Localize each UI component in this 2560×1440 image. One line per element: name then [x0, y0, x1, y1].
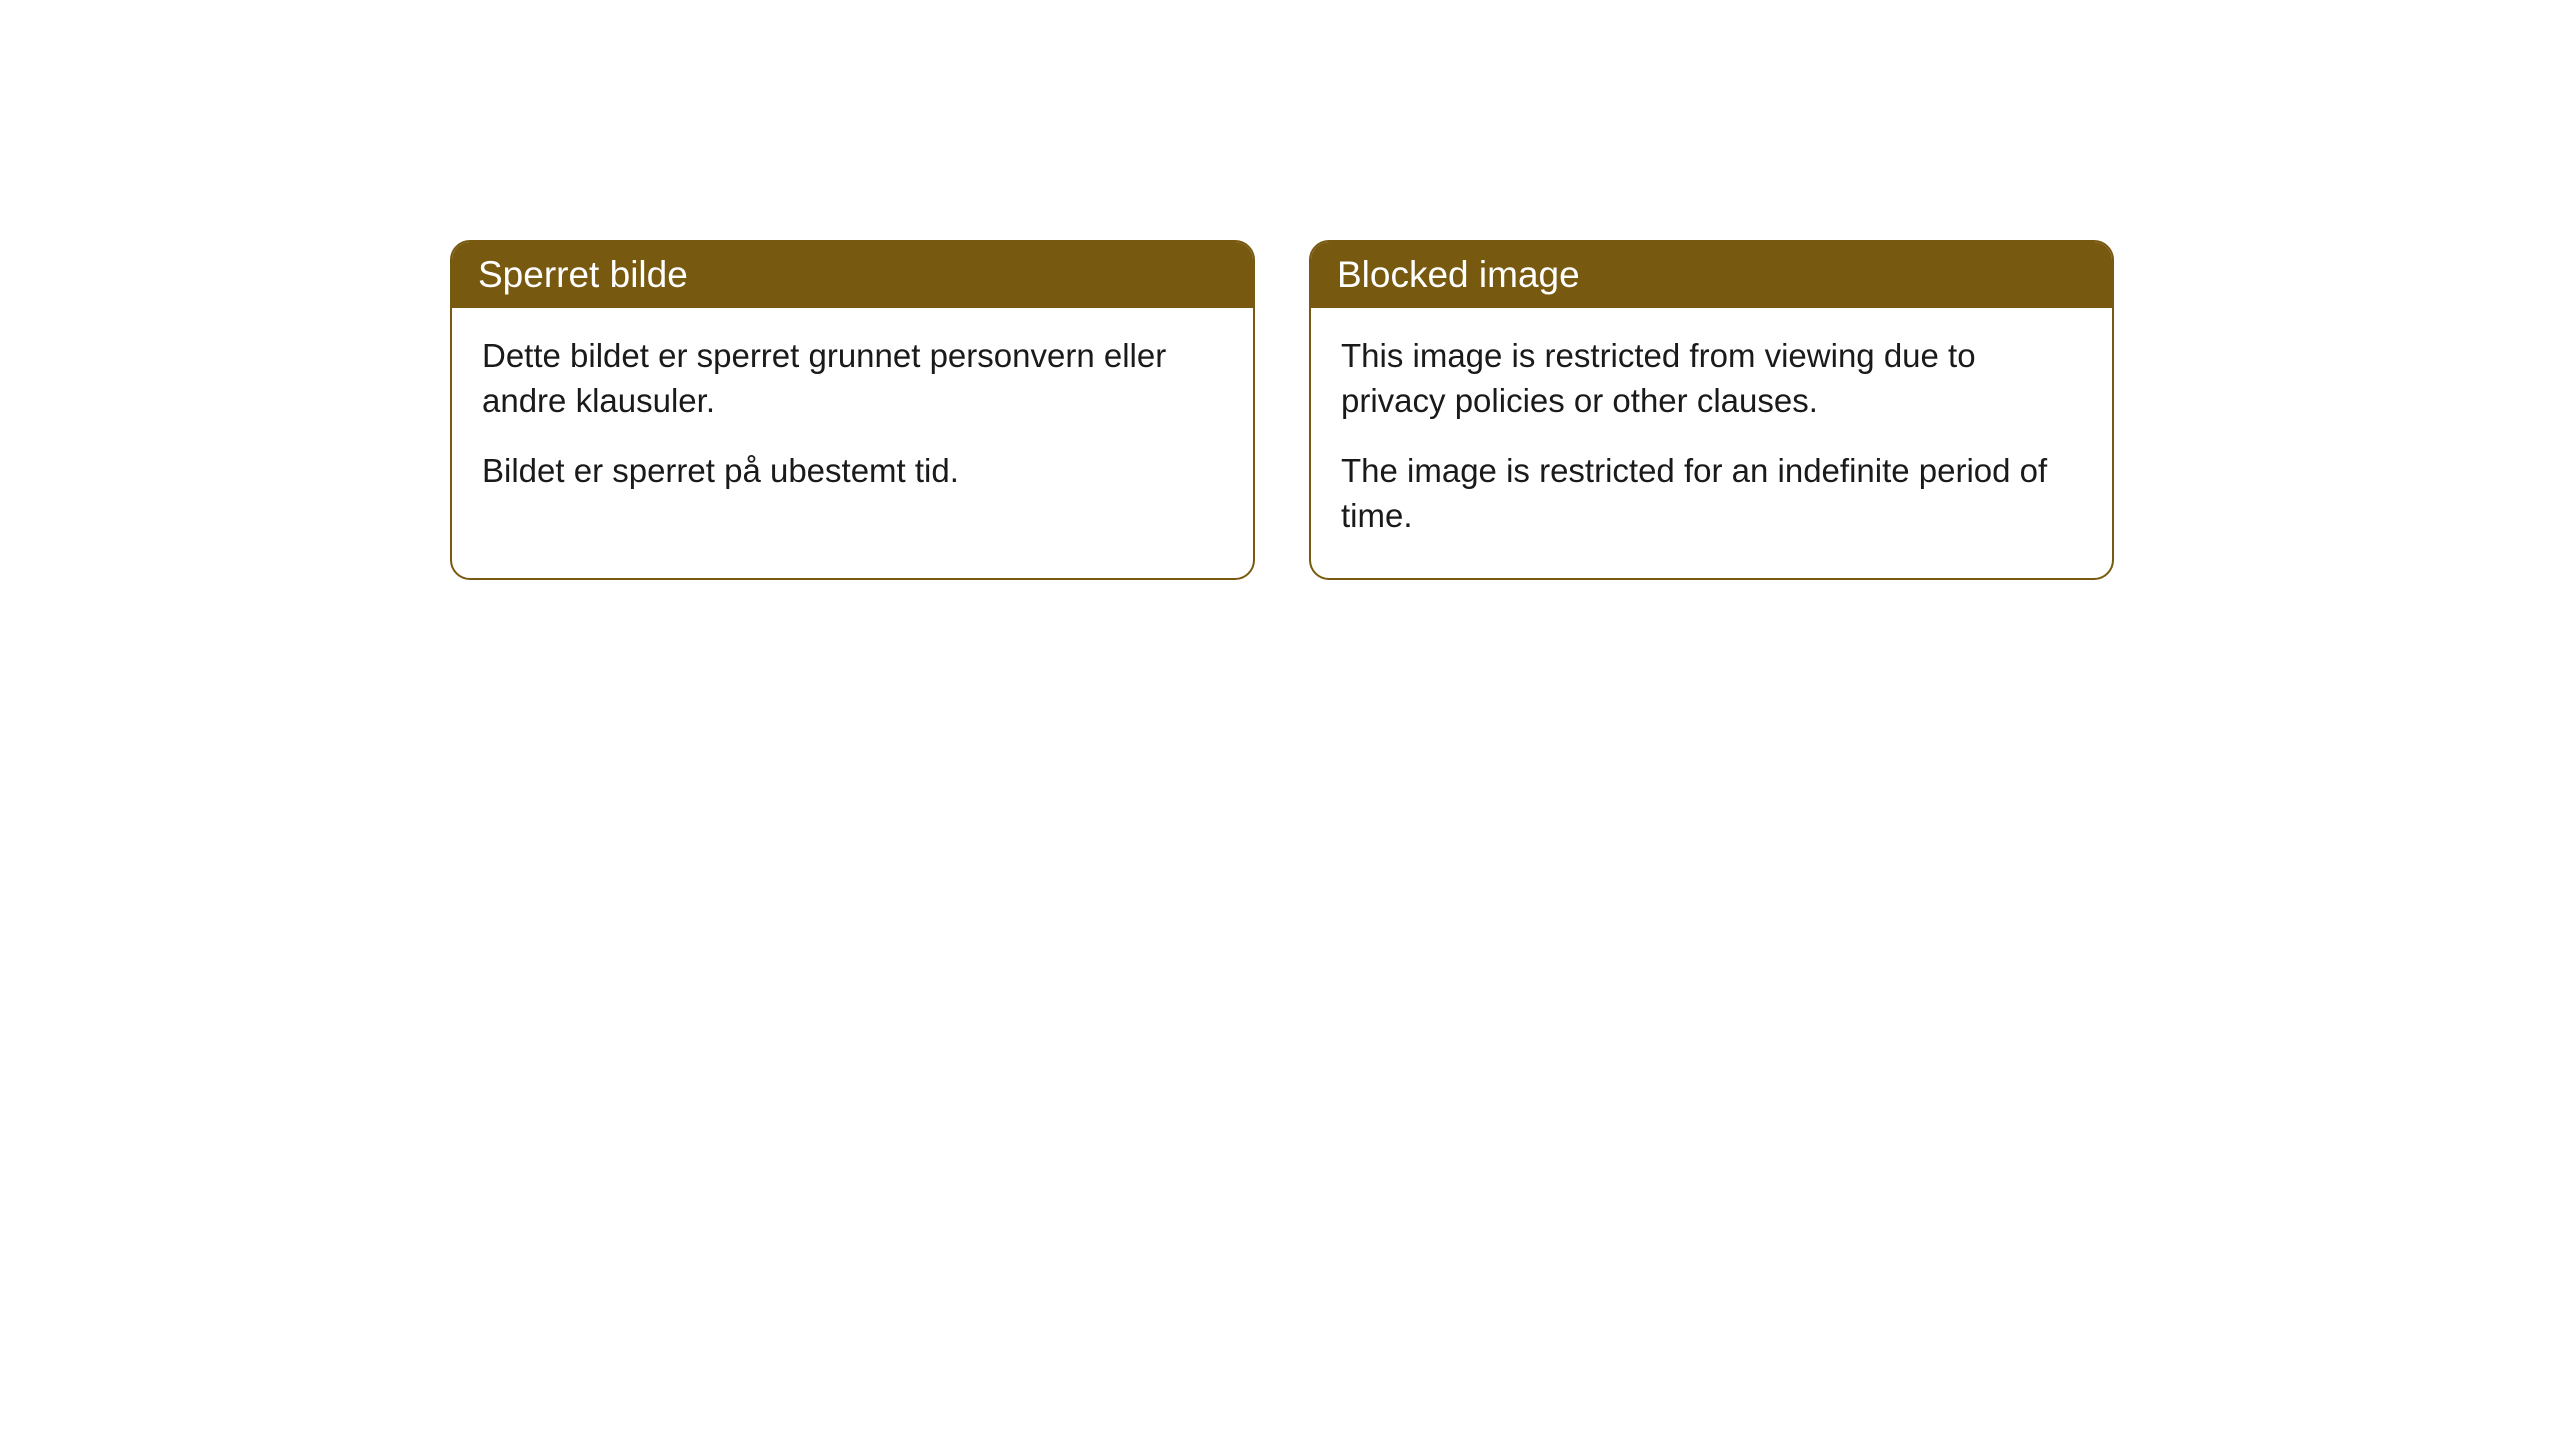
card-paragraph: Bildet er sperret på ubestemt tid.	[482, 449, 1223, 494]
card-body-english: This image is restricted from viewing du…	[1311, 308, 2112, 578]
blocked-image-card-norwegian: Sperret bilde Dette bildet er sperret gr…	[450, 240, 1255, 580]
card-header-norwegian: Sperret bilde	[452, 242, 1253, 308]
notice-container: Sperret bilde Dette bildet er sperret gr…	[450, 240, 2114, 580]
card-header-english: Blocked image	[1311, 242, 2112, 308]
card-body-norwegian: Dette bildet er sperret grunnet personve…	[452, 308, 1253, 534]
card-title: Sperret bilde	[478, 254, 688, 295]
card-paragraph: This image is restricted from viewing du…	[1341, 334, 2082, 423]
card-title: Blocked image	[1337, 254, 1580, 295]
card-paragraph: Dette bildet er sperret grunnet personve…	[482, 334, 1223, 423]
blocked-image-card-english: Blocked image This image is restricted f…	[1309, 240, 2114, 580]
card-paragraph: The image is restricted for an indefinit…	[1341, 449, 2082, 538]
